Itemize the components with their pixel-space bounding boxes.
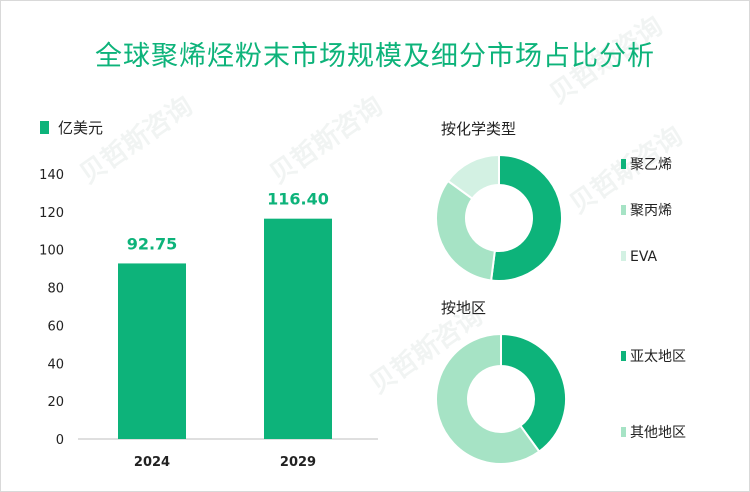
y-tick-label: 60 [47, 319, 64, 334]
y-tick-label: 100 [39, 244, 64, 259]
donut-legend-swatch [621, 159, 626, 169]
donut-legend-label: 亚太地区 [630, 349, 686, 365]
y-tick-label: 120 [39, 206, 64, 221]
bar-2029 [264, 218, 332, 439]
bar-value-label: 116.40 [267, 190, 329, 209]
donut-legend-label: 其他地区 [630, 425, 686, 441]
y-tick-label: 0 [56, 433, 64, 448]
donut-legend-swatch [621, 351, 626, 361]
donut-legend-label: 聚乙烯 [630, 157, 672, 173]
y-tick-label: 20 [47, 395, 64, 410]
x-tick-label: 2024 [134, 455, 170, 470]
donut-slice-其他地区 [435, 332, 541, 465]
y-tick-label: 140 [39, 168, 64, 183]
y-tick-label: 80 [47, 282, 64, 297]
legend-label: 亿美元 [58, 119, 103, 137]
donut-title: 按化学类型 [441, 120, 516, 138]
donut-legend-swatch [621, 251, 626, 261]
bar-2024 [118, 263, 186, 439]
chart-title: 全球聚烯烃粉末市场规模及细分市场占比分析 [95, 41, 655, 72]
donut-slice-聚丙烯 [435, 179, 496, 282]
donut-slice-EVA [446, 153, 500, 200]
donut-legend-swatch [621, 205, 626, 215]
bar-value-label: 92.75 [127, 234, 178, 253]
y-tick-label: 40 [47, 357, 64, 372]
donut-title: 按地区 [441, 299, 486, 317]
donut-legend-label: 聚丙烯 [630, 203, 672, 219]
x-tick-label: 2029 [280, 455, 316, 470]
donut-slice-亚太地区 [500, 332, 567, 453]
legend-swatch [40, 121, 49, 134]
donut-legend-label: EVA [630, 249, 658, 265]
donut-slice-聚乙烯 [489, 153, 563, 282]
donut-legend-swatch [621, 427, 626, 437]
